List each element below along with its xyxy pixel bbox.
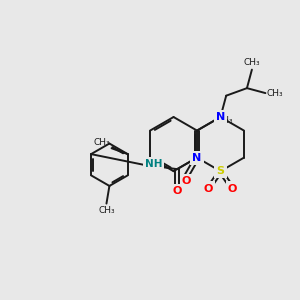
Text: CH₃: CH₃ xyxy=(94,138,110,147)
Text: CH₃: CH₃ xyxy=(98,206,115,215)
Text: N: N xyxy=(216,112,225,122)
Text: O: O xyxy=(228,184,237,194)
Text: O: O xyxy=(172,186,182,196)
Text: CH₃: CH₃ xyxy=(216,116,233,125)
Text: N: N xyxy=(192,153,202,163)
Text: NH: NH xyxy=(145,159,162,169)
Text: CH₃: CH₃ xyxy=(267,88,284,98)
Text: CH₃: CH₃ xyxy=(244,58,260,67)
Text: O: O xyxy=(182,176,191,186)
Text: O: O xyxy=(204,184,213,194)
Text: S: S xyxy=(217,166,224,176)
